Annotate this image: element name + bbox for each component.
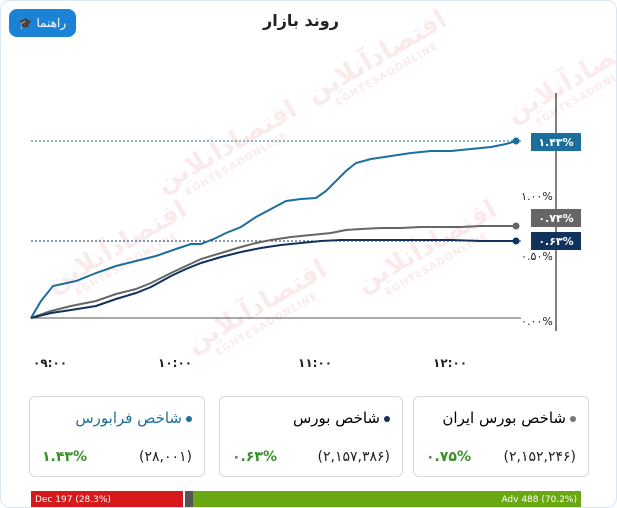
bourse-series-line xyxy=(30,239,516,319)
farabourse-end-marker xyxy=(512,137,520,145)
index-card-bourse-iran[interactable]: شاخص بورس ایران (۲,۱۵۲,۲۴۶) ۰.۷۵% xyxy=(413,396,589,477)
index-value: (۲,۱۵۷,۳۸۶) xyxy=(317,449,390,465)
y-tick-label: ۱.۰۰% xyxy=(521,190,553,203)
unchanged-bar xyxy=(185,491,193,507)
advancers-bar: Adv 488 (70.2%) xyxy=(193,491,581,507)
bourse-iran-value-tag: ۰.۷۴% xyxy=(531,209,581,227)
index-name: شاخص بورس xyxy=(293,409,390,427)
series-dot-icon xyxy=(384,415,390,422)
series-dot-icon xyxy=(570,415,576,422)
graduation-cap-icon: 🎓 xyxy=(18,16,33,30)
series-dot-icon xyxy=(186,415,192,422)
market-trend-chart: ۱.۰۰% ۰.۵۰% ۰.۰۰% xyxy=(30,93,557,331)
bourse-value-tag: ۰.۶۳% xyxy=(531,232,581,250)
guide-button-label: راهنما xyxy=(36,16,67,30)
decliners-bar: Dec 197 (28.3%) xyxy=(31,491,183,507)
bourse-iran-end-marker xyxy=(512,222,520,230)
x-tick-label: ۰۹:۰۰ xyxy=(33,356,68,370)
bourse-iran-series-line xyxy=(30,225,516,319)
index-card-bourse[interactable]: شاخص بورس (۲,۱۵۷,۳۸۶) ۰.۶۳% xyxy=(219,396,403,477)
y-tick-label: ۰.۵۰% xyxy=(521,250,553,263)
index-name: شاخص بورس ایران xyxy=(442,409,576,427)
farabourse-value-tag: ۱.۴۳% xyxy=(531,133,581,151)
index-value: (۲۸,۰۰۱) xyxy=(139,449,192,465)
bourse-end-marker xyxy=(512,237,520,245)
x-tick-label: ۱۲:۰۰ xyxy=(433,356,468,370)
index-change-pct: ۰.۷۵% xyxy=(426,449,471,465)
index-change-pct: ۰.۶۳% xyxy=(232,449,277,465)
farabourse-series-line xyxy=(30,140,517,319)
index-name: شاخص فرابورس xyxy=(75,409,192,427)
x-tick-label: ۱۰:۰۰ xyxy=(158,356,193,370)
x-tick-label: ۱۱:۰۰ xyxy=(298,356,333,370)
index-change-pct: ۱.۴۳% xyxy=(42,449,87,465)
index-card-farabourse[interactable]: شاخص فرابورس (۲۸,۰۰۱) ۱.۴۳% xyxy=(29,396,205,477)
index-value: (۲,۱۵۲,۲۴۶) xyxy=(503,449,576,465)
y-tick-label: ۰.۰۰% xyxy=(521,315,553,328)
guide-button[interactable]: راهنما 🎓 xyxy=(9,9,76,37)
page-title: روند بازار xyxy=(263,11,339,30)
